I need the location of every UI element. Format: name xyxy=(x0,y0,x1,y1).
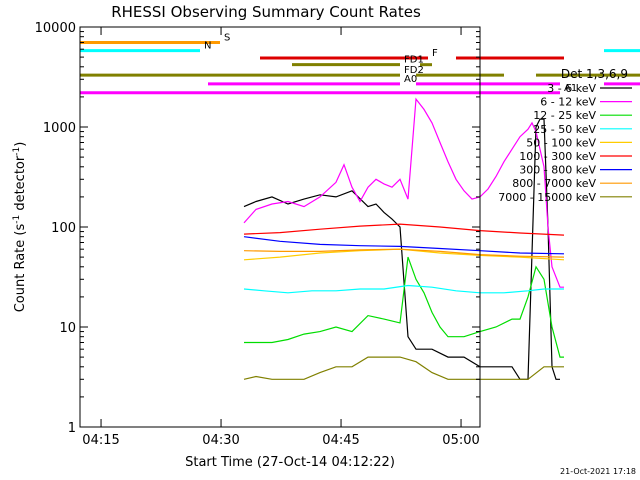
flag-label-fd1: FD1 xyxy=(404,55,424,66)
series-line-8 xyxy=(243,356,564,380)
x-tick-label-2: 04:45 xyxy=(322,433,359,448)
legend-label-3: 25 - 50 keV xyxy=(533,123,596,136)
legend-label-1: 6 - 12 keV xyxy=(540,96,596,109)
legend-label-8: 7000 - 15000 keV xyxy=(498,191,596,204)
x-tick-label-1: 04:30 xyxy=(202,433,239,448)
flag-label-a0: A0 xyxy=(404,74,417,85)
y-tick-label-1: 10 xyxy=(59,321,76,336)
y-tick-label-2: 100 xyxy=(51,221,76,236)
series-line-6 xyxy=(243,236,565,255)
y-axis-label: Count Rate (s-1 detector-1) xyxy=(12,142,28,313)
legend-header: Det 1,3,6,9 xyxy=(561,67,628,81)
y-axis-label-end: ) xyxy=(13,142,28,147)
series-line-0 xyxy=(243,118,560,380)
flag-label-fd2: FD2 xyxy=(404,65,424,76)
legend-label-2: 12 - 25 keV xyxy=(533,109,596,122)
x-axis-label: Start Time (27-Oct-14 04:12:22) xyxy=(185,455,395,470)
legend-label-6: 300 - 800 keV xyxy=(519,164,596,177)
series-line-3 xyxy=(243,284,564,294)
legend-label-4: 50 - 100 keV xyxy=(526,136,596,149)
chart-title: RHESSI Observing Summary Count Rates xyxy=(111,3,421,21)
y-tick-label-3: 1000 xyxy=(43,121,76,136)
x-tick-label-3: 05:00 xyxy=(442,433,479,448)
y-axis-label-sup2: -1 xyxy=(12,147,22,156)
legend-label-5: 100 - 300 keV xyxy=(519,150,596,163)
flag-label-n: N xyxy=(204,41,211,52)
y-axis: 1 10 100 1000 10000 xyxy=(35,21,480,436)
series-line-1 xyxy=(243,97,564,288)
y-axis-label-mid: detector xyxy=(13,155,28,215)
flag-label-f: F xyxy=(432,48,438,59)
legend-label-7: 800 - 7000 keV xyxy=(512,177,596,190)
y-axis-label-sup1: -1 xyxy=(12,215,22,224)
flag-label-a1: A1 xyxy=(564,83,577,94)
x-axis: 04:15 04:30 04:45 05:00 xyxy=(82,27,480,448)
series-line-2 xyxy=(244,256,564,358)
series-line-5 xyxy=(243,223,565,236)
series-line-4 xyxy=(243,248,565,261)
y-axis-label-main: Count Rate (s xyxy=(13,224,28,313)
y-tick-label-0: 1 xyxy=(68,421,76,436)
legend-label-0: 3 - 6 keV xyxy=(547,82,596,95)
flag-label-s: S xyxy=(224,32,230,43)
y-tick-label-4: 10000 xyxy=(35,21,76,36)
plot-frame xyxy=(79,26,481,428)
generation-timestamp: 21-Oct-2021 17:18 xyxy=(560,467,636,476)
series-line-7 xyxy=(243,248,565,258)
x-tick-label-0: 04:15 xyxy=(82,433,119,448)
